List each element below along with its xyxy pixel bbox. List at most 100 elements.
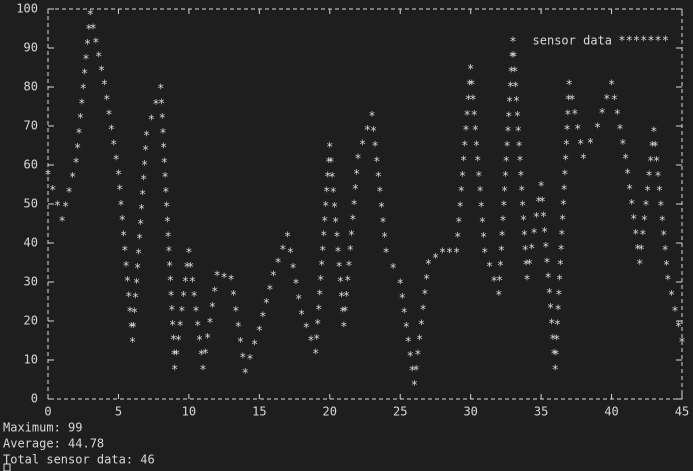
line-char: * — [246, 352, 253, 366]
x-tick-label: 35 — [534, 405, 548, 419]
line-char: * — [638, 242, 645, 256]
x-tick-label: 40 — [604, 405, 618, 419]
line-char: * — [478, 199, 485, 213]
line-char: * — [381, 230, 388, 244]
line-char: * — [290, 261, 297, 275]
line-char: * — [332, 215, 339, 229]
footer-line: Total sensor data: 46 — [3, 453, 155, 467]
line-char: * — [159, 111, 166, 125]
line-char: * — [577, 137, 584, 151]
line-char: * — [235, 319, 242, 333]
line-char: * — [251, 338, 258, 352]
line-char: * — [142, 143, 149, 157]
line-char: * — [504, 124, 511, 138]
line-char: * — [561, 168, 568, 182]
line-char: * — [133, 276, 140, 290]
line-char: * — [124, 274, 131, 288]
data-point: * — [298, 308, 305, 322]
line-char: * — [548, 316, 555, 330]
x-tick-label: 25 — [393, 405, 407, 419]
line-char: * — [469, 93, 476, 107]
line-char: * — [239, 351, 246, 365]
line-char: * — [136, 232, 143, 246]
line-char: * — [446, 245, 453, 259]
line-char: * — [165, 244, 172, 258]
line-char: * — [330, 185, 337, 199]
y-tick-label: 30 — [24, 275, 38, 289]
x-tick-label: 20 — [323, 405, 337, 419]
data-point: * — [495, 288, 502, 302]
line-char: * — [419, 302, 426, 316]
line-char: * — [528, 241, 535, 255]
line-char: * — [198, 348, 205, 362]
data-point: * — [101, 78, 108, 92]
x-tick-label: 15 — [252, 405, 266, 419]
line-char: * — [472, 123, 479, 137]
line-char: * — [555, 302, 562, 316]
data-point: * — [326, 140, 333, 154]
data-point: * — [594, 121, 601, 135]
line-char: * — [511, 64, 518, 78]
line-char: * — [98, 64, 105, 78]
line-char: * — [568, 92, 575, 106]
line-char: * — [295, 292, 302, 306]
line-char: * — [173, 348, 180, 362]
line-char: * — [359, 137, 366, 151]
line-char: * — [194, 318, 201, 332]
line-char: * — [110, 137, 117, 151]
data-point: * — [312, 347, 319, 361]
line-char: * — [656, 184, 663, 198]
line-char: * — [287, 245, 294, 259]
y-tick-label: 80 — [24, 80, 38, 94]
data-point: * — [129, 335, 136, 349]
line-char: * — [574, 122, 581, 136]
line-char: * — [103, 93, 110, 107]
line-char: * — [530, 226, 537, 240]
line-char: * — [303, 321, 310, 335]
line-char: * — [131, 305, 138, 319]
line-char: * — [390, 261, 397, 275]
line-char: * — [117, 198, 124, 212]
line-char: * — [121, 244, 128, 258]
line-char: * — [373, 154, 380, 168]
line-char: * — [421, 287, 428, 301]
line-char: * — [628, 197, 635, 211]
data-point: * — [185, 245, 192, 259]
cursor — [3, 463, 11, 471]
line-char: * — [518, 183, 525, 197]
line-char: * — [423, 272, 430, 286]
line-char: * — [515, 124, 522, 138]
data-point: * — [354, 152, 361, 166]
data-point: * — [242, 366, 249, 380]
line-char: * — [119, 213, 126, 227]
line-char: * — [507, 79, 514, 93]
line-char: * — [521, 228, 528, 242]
data-point: * — [256, 323, 263, 337]
line-char: * — [401, 305, 408, 319]
line-char: * — [348, 228, 355, 242]
line-char: * — [554, 317, 561, 331]
line-char: * — [517, 169, 524, 183]
data-point: * — [453, 245, 460, 259]
data-point: * — [509, 35, 516, 49]
line-char: * — [168, 303, 175, 317]
data-point: * — [44, 167, 51, 181]
line-char: * — [587, 136, 594, 150]
y-tick-label: 100 — [16, 2, 38, 16]
line-char: * — [319, 243, 326, 257]
line-char: * — [559, 212, 566, 226]
line-char: * — [514, 109, 521, 123]
line-char: * — [471, 108, 478, 122]
line-char: * — [563, 123, 570, 137]
line-char: * — [646, 169, 653, 183]
line-char: * — [322, 199, 329, 213]
line-char: * — [474, 154, 481, 168]
data-point: * — [397, 277, 404, 291]
data-point: * — [411, 378, 418, 392]
line-char: * — [564, 108, 571, 122]
line-char: * — [663, 258, 670, 272]
line-char: * — [78, 96, 85, 110]
line-char: * — [314, 317, 321, 331]
line-char: * — [675, 319, 682, 333]
